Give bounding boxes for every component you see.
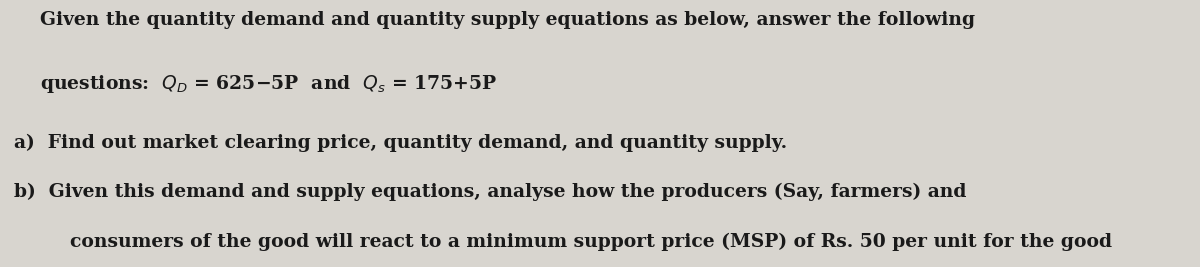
Text: Given the quantity demand and quantity supply equations as below, answer the fol: Given the quantity demand and quantity s… — [40, 11, 974, 29]
Text: a)  Find out market clearing price, quantity demand, and quantity supply.: a) Find out market clearing price, quant… — [14, 134, 787, 152]
Text: questions:  $Q_D$ = 625−5P  and  $Q_s$ = 175+5P: questions: $Q_D$ = 625−5P and $Q_s$ = 17… — [40, 73, 497, 95]
Text: consumers of the good will react to a minimum support price (MSP) of Rs. 50 per : consumers of the good will react to a mi… — [70, 232, 1111, 250]
Text: b)  Given this demand and supply equations, analyse how the producers (Say, farm: b) Given this demand and supply equation… — [14, 183, 967, 201]
